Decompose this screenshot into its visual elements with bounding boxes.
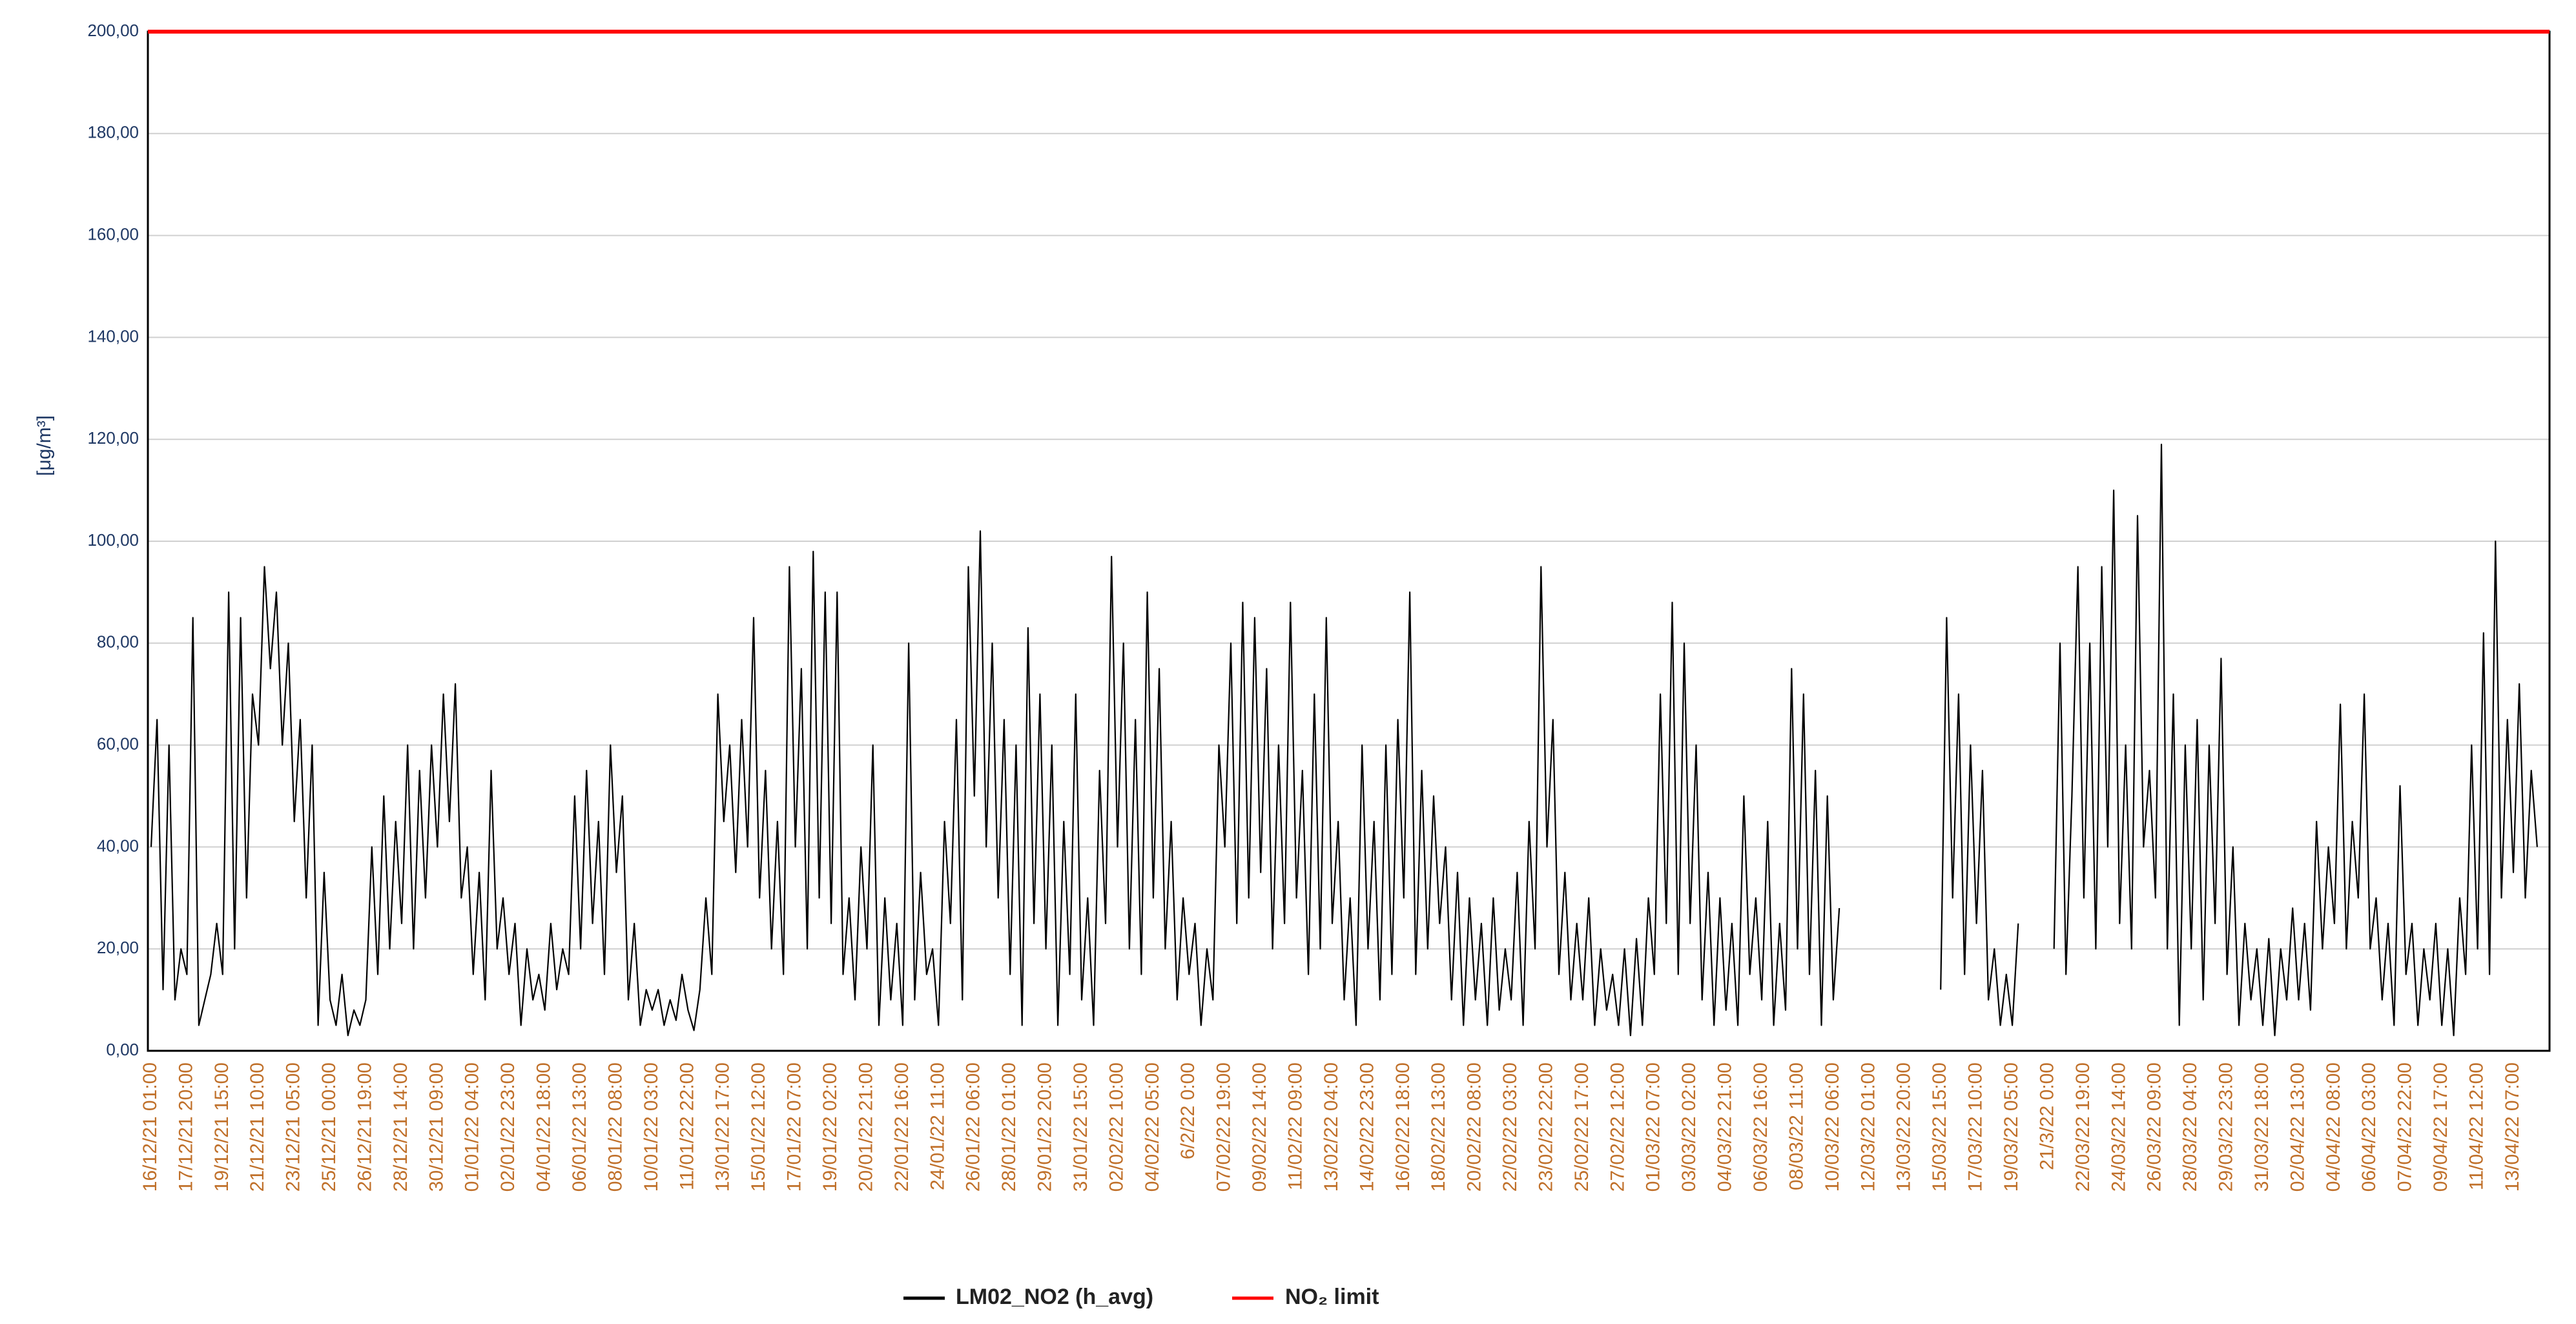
x-tick-label: 17/01/22 07:00 — [784, 1062, 805, 1192]
x-tick-label: 01/03/22 07:00 — [1643, 1062, 1664, 1192]
x-tick-label: 13/03/22 20:00 — [1893, 1062, 1915, 1192]
x-tick-label: 22/02/22 03:00 — [1499, 1062, 1521, 1192]
x-tick-label: 01/01/22 04:00 — [462, 1062, 483, 1192]
x-tick-label: 20/01/22 21:00 — [855, 1062, 876, 1192]
x-tick-label: 06/03/22 16:00 — [1750, 1062, 1771, 1192]
y-tick-label: 0,00 — [106, 1040, 139, 1059]
x-tick-label: 25/02/22 17:00 — [1571, 1062, 1592, 1192]
x-tick-label: 19/01/22 02:00 — [819, 1062, 841, 1192]
y-tick-label: 160,00 — [87, 224, 139, 243]
x-tick-label: 28/03/22 04:00 — [2179, 1062, 2201, 1192]
y-tick-label: 140,00 — [87, 326, 139, 346]
y-tick-label: 40,00 — [97, 836, 139, 855]
x-tick-label: 24/03/22 14:00 — [2108, 1062, 2129, 1192]
x-tick-label: 16/02/22 18:00 — [1392, 1062, 1414, 1192]
x-tick-label: 04/04/22 08:00 — [2323, 1062, 2344, 1192]
y-tick-label: 60,00 — [97, 734, 139, 753]
x-tick-label: 04/03/22 21:00 — [1715, 1062, 1736, 1192]
x-tick-label: 31/03/22 18:00 — [2251, 1062, 2272, 1192]
x-tick-label: 21/12/21 10:00 — [247, 1062, 268, 1192]
y-axis-title: [μg/m³] — [34, 415, 55, 476]
x-tick-label: 11/04/22 12:00 — [2466, 1062, 2487, 1190]
x-tick-label: 11/02/22 09:00 — [1284, 1062, 1306, 1190]
data-line — [150, 444, 2538, 1037]
x-tick-label: 30/12/21 09:00 — [426, 1062, 447, 1192]
x-tick-label: 24/01/22 11:00 — [927, 1062, 948, 1190]
x-tick-label: 29/03/22 23:00 — [2216, 1062, 2237, 1192]
x-tick-label: 07/02/22 19:00 — [1213, 1062, 1235, 1192]
x-tick-label: 06/01/22 13:00 — [569, 1062, 590, 1192]
y-tick-label: 180,00 — [87, 123, 139, 142]
x-tick-label: 28/01/22 01:00 — [998, 1062, 1020, 1192]
y-tick-label: 20,00 — [97, 938, 139, 957]
x-tick-label: 29/01/22 20:00 — [1035, 1062, 1056, 1192]
x-tick-label: 09/02/22 14:00 — [1249, 1062, 1270, 1192]
x-tick-label: 26/01/22 06:00 — [963, 1062, 984, 1192]
x-tick-label: 19/03/22 05:00 — [2001, 1062, 2022, 1192]
x-tick-label: 10/03/22 06:00 — [1822, 1062, 1843, 1192]
x-tick-label: 21/3/22 0:00 — [2036, 1062, 2057, 1170]
legend-label: LM02_NO2 (h_avg) — [956, 1285, 1153, 1309]
x-tick-label: 12/03/22 01:00 — [1857, 1062, 1879, 1192]
y-tick-label: 200,00 — [87, 21, 139, 40]
x-tick-label: 11/01/22 22:00 — [676, 1062, 697, 1190]
x-tick-label: 13/02/22 04:00 — [1321, 1062, 1342, 1192]
x-tick-label: 23/12/21 05:00 — [283, 1062, 304, 1192]
x-tick-label: 17/03/22 10:00 — [1965, 1062, 1986, 1192]
x-tick-label: 20/02/22 08:00 — [1464, 1062, 1485, 1192]
x-tick-label: 09/04/22 17:00 — [2430, 1062, 2451, 1192]
x-tick-label: 27/02/22 12:00 — [1607, 1062, 1628, 1192]
x-tick-label: 07/04/22 22:00 — [2395, 1062, 2416, 1192]
x-tick-label: 13/01/22 17:00 — [712, 1062, 734, 1192]
x-tick-label: 03/03/22 02:00 — [1678, 1062, 1700, 1192]
x-tick-label: 22/01/22 16:00 — [891, 1062, 912, 1192]
x-tick-label: 15/03/22 15:00 — [1929, 1062, 1950, 1192]
x-tick-label: 02/01/22 23:00 — [497, 1062, 519, 1192]
x-tick-label: 06/04/22 03:00 — [2358, 1062, 2380, 1192]
x-tick-label: 08/01/22 08:00 — [604, 1062, 626, 1192]
x-tick-label: 31/01/22 15:00 — [1070, 1062, 1091, 1192]
x-tick-label: 26/03/22 09:00 — [2144, 1062, 2165, 1192]
x-tick-label: 02/04/22 13:00 — [2287, 1062, 2308, 1192]
x-tick-label: 16/12/21 01:00 — [139, 1062, 161, 1192]
y-tick-label: 100,00 — [87, 530, 139, 550]
x-tick-label: 19/12/21 15:00 — [211, 1062, 232, 1192]
y-tick-label: 80,00 — [97, 632, 139, 652]
x-tick-label: 22/03/22 19:00 — [2072, 1062, 2094, 1192]
x-tick-label: 28/12/21 14:00 — [390, 1062, 411, 1192]
x-tick-label: 26/12/21 19:00 — [354, 1062, 375, 1192]
x-tick-label: 17/12/21 20:00 — [175, 1062, 196, 1192]
y-tick-label: 120,00 — [87, 428, 139, 448]
x-tick-label: 08/03/22 11:00 — [1786, 1062, 1807, 1190]
x-tick-label: 23/02/22 22:00 — [1535, 1062, 1556, 1192]
legend-label: NO₂ limit — [1285, 1285, 1379, 1309]
x-tick-label: 25/12/21 00:00 — [318, 1062, 340, 1192]
x-tick-label: 18/02/22 13:00 — [1428, 1062, 1449, 1192]
x-tick-label: 04/01/22 18:00 — [533, 1062, 555, 1192]
x-tick-label: 15/01/22 12:00 — [748, 1062, 769, 1192]
x-tick-label: 13/04/22 07:00 — [2502, 1062, 2523, 1192]
x-tick-label: 6/2/22 0:00 — [1177, 1062, 1199, 1159]
x-tick-label: 10/01/22 03:00 — [641, 1062, 662, 1192]
x-tick-label: 04/02/22 05:00 — [1142, 1062, 1163, 1192]
x-tick-label: 02/02/22 10:00 — [1106, 1062, 1127, 1192]
x-tick-label: 14/02/22 23:00 — [1356, 1062, 1377, 1192]
